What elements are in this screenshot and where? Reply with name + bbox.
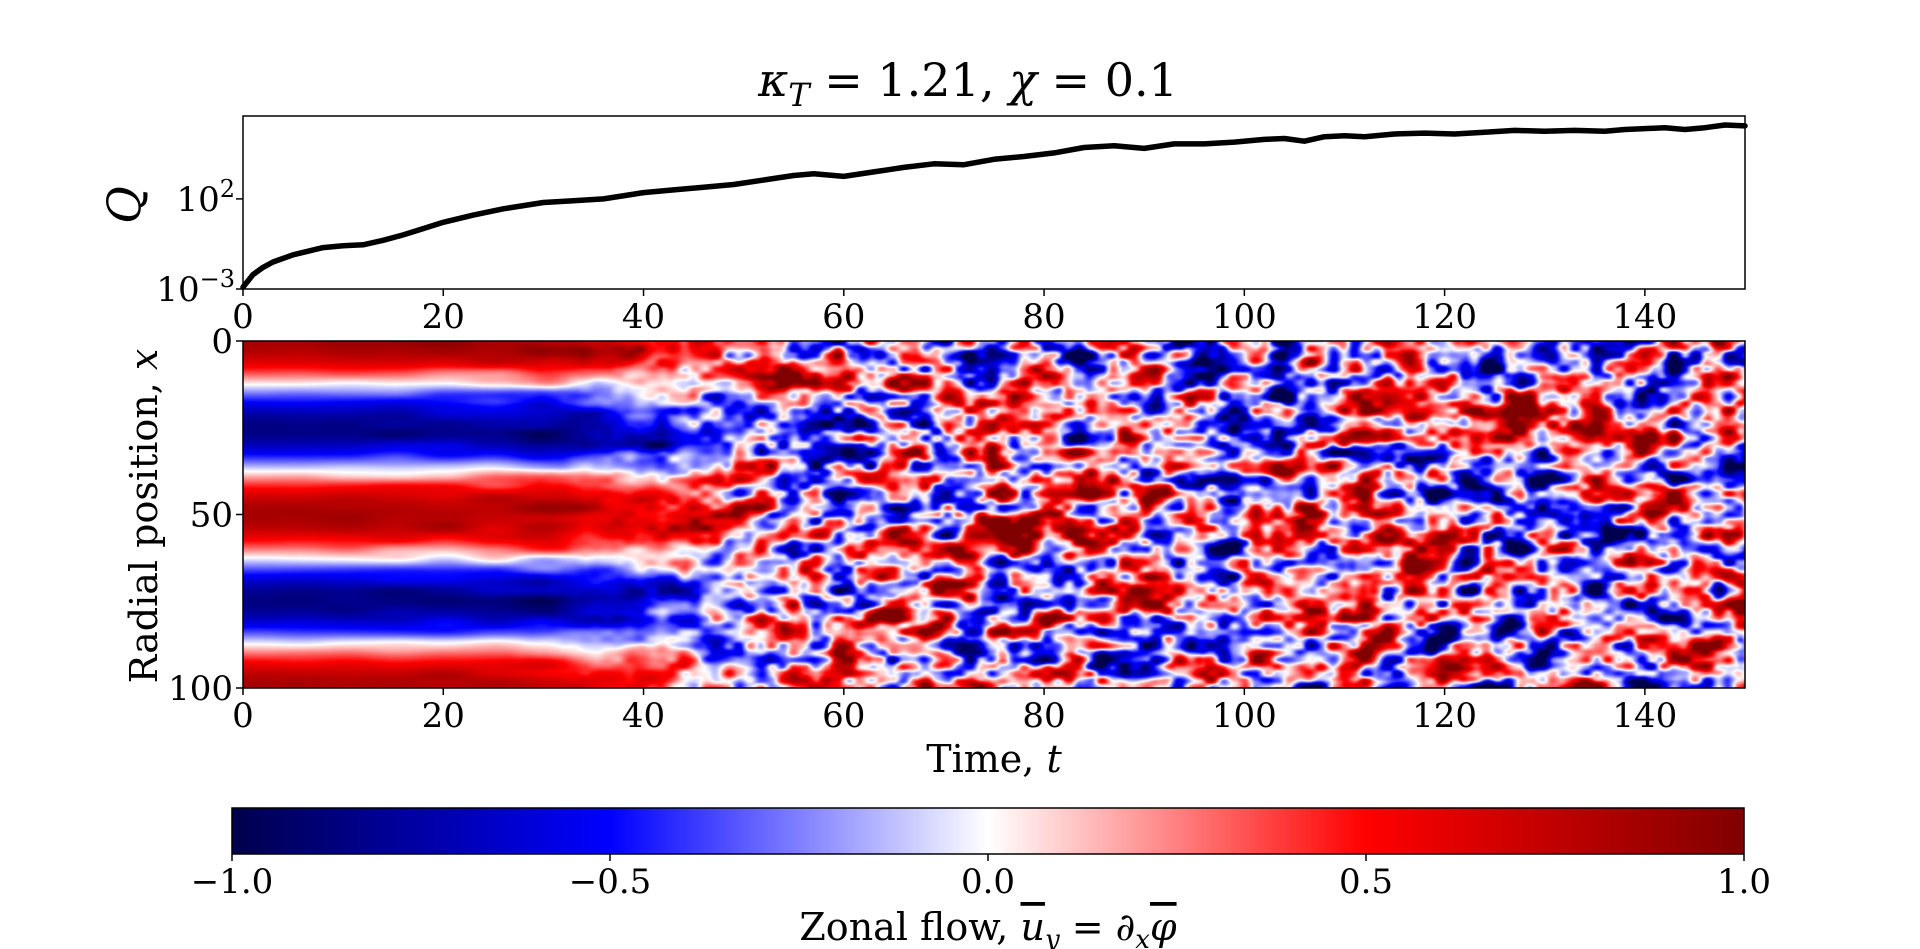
top-x-tick-label: 120	[1412, 297, 1477, 337]
top-x-tick-label: 60	[822, 297, 865, 337]
top-y-axis-label: Q	[97, 186, 151, 224]
top-x-tick-label: 0	[232, 297, 254, 337]
heatmap-x-ticks: 0 20 40 60 80 100 120 140	[232, 688, 1677, 736]
heat-flux-panel: 0 20 40 60 80 100 120 140 102 10−3 Q	[97, 115, 1748, 337]
colorbar-tick-label: −0.5	[569, 862, 652, 902]
top-x-tick-label: 100	[1212, 297, 1277, 337]
zonal-flow-heatmap-panel: 0 20 40 60 80 100 120 140 0 50 100 Time, t Radial…	[122, 322, 1746, 781]
heatmap-y-axis-label: Radial position, x	[122, 349, 166, 684]
heatmap-x-tick-label: 40	[622, 696, 665, 736]
heatmap-x-tick-label: 0	[232, 696, 254, 736]
heatmap-x-tick-label: 20	[422, 696, 465, 736]
top-y-tick-label: 10−3	[156, 265, 235, 310]
heatmap-x-tick-label: 60	[822, 696, 865, 736]
heatmap-x-tick-label: 80	[1022, 696, 1065, 736]
colorbar-tick-label: −1.0	[191, 862, 274, 902]
colorbar-ticks: −1.0 −0.5 0.0 0.5 1.0	[191, 854, 1771, 902]
colorbar-label: Zonal flow, uy = ∂xφ	[799, 905, 1177, 949]
heatmap-y-tick-label: 50	[190, 496, 233, 536]
zonal-flow-heatmap	[243, 341, 1745, 688]
colorbar-tick-label: 0.5	[1339, 862, 1393, 902]
top-y-ticks: 102 10−3	[156, 175, 243, 310]
heatmap-x-tick-label: 100	[1212, 696, 1277, 736]
top-y-tick-label: 102	[176, 175, 235, 220]
colorbar-tick-label: 1.0	[1717, 862, 1771, 902]
heatmap-x-axis-label: Time, t	[926, 737, 1062, 781]
top-x-ticks: 0 20 40 60 80 100 120 140	[232, 289, 1677, 337]
top-panel-frame	[242, 115, 1746, 290]
top-x-tick-label: 80	[1022, 297, 1065, 337]
heat-flux-line	[240, 122, 1748, 290]
top-x-tick-label: 20	[422, 297, 465, 337]
heatmap-x-tick-label: 140	[1612, 696, 1677, 736]
colorbar: −1.0 −0.5 0.0 0.5 1.0 Zonal flow, uy = ∂xφ	[191, 807, 1771, 949]
figure-title: κT = 1.21, χ = 0.1	[757, 53, 1178, 114]
heatmap-y-tick-label: 0	[211, 322, 233, 362]
heatmap-x-tick-label: 120	[1412, 696, 1477, 736]
colorbar-tick-label: 0.0	[961, 862, 1015, 902]
top-x-tick-label: 40	[622, 297, 665, 337]
heatmap-y-ticks: 0 50 100	[168, 322, 243, 709]
colorbar-gradient	[231, 807, 1745, 855]
heatmap-y-tick-label: 100	[168, 669, 233, 709]
top-x-tick-label: 140	[1612, 297, 1677, 337]
